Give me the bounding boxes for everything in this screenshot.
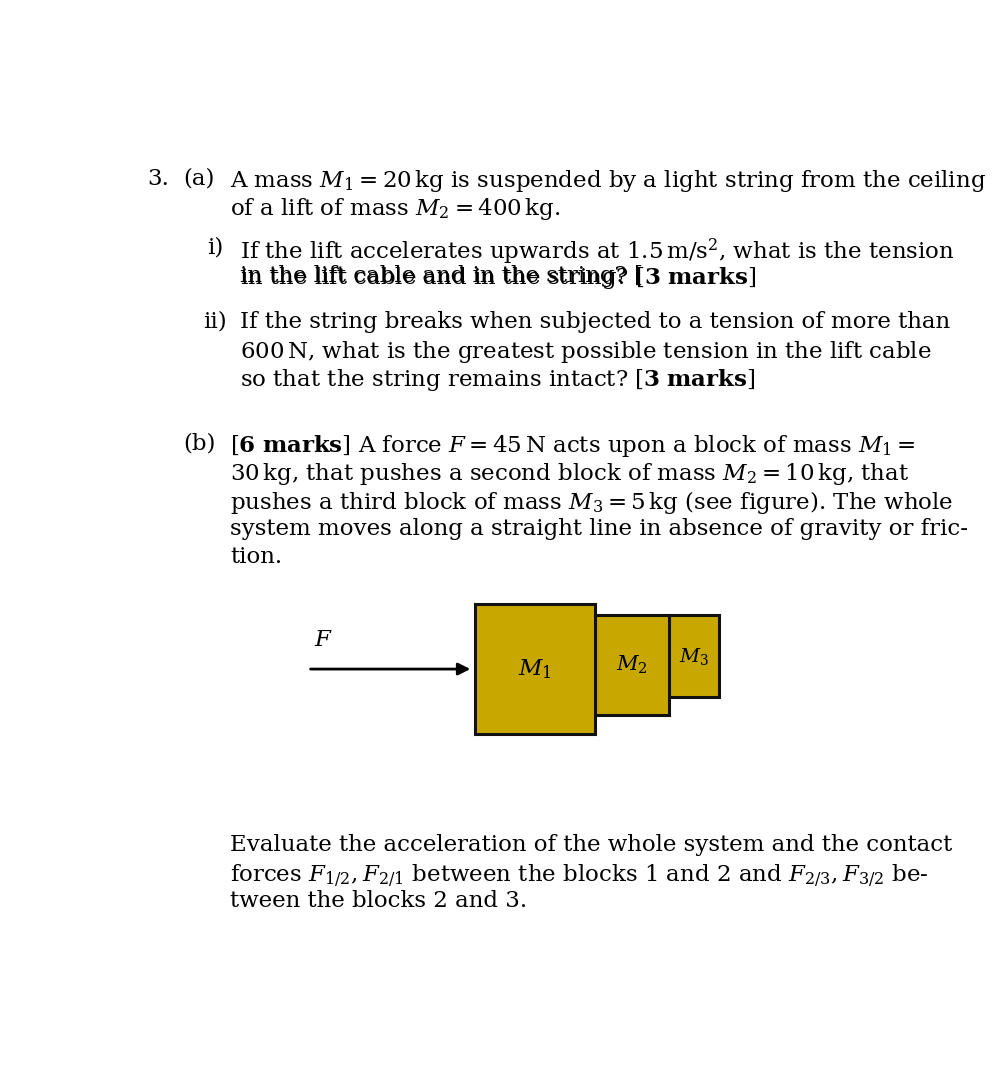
Text: A mass $M_1 = 20\,\mathrm{kg}$ is suspended by a light string from the ceiling: A mass $M_1 = 20\,\mathrm{kg}$ is suspen… <box>230 168 986 194</box>
Text: $M_1$: $M_1$ <box>518 658 552 681</box>
Text: forces $F_{1/2}, F_{2/1}$ between the blocks 1 and 2 and $F_{2/3}, F_{3/2}$ be-: forces $F_{1/2}, F_{2/1}$ between the bl… <box>230 863 929 889</box>
Bar <box>595 615 669 715</box>
Text: i): i) <box>206 237 223 258</box>
Text: If the lift accelerates upwards at $1.5\,\mathrm{m/s}^2$, what is the tension: If the lift accelerates upwards at $1.5\… <box>240 237 955 267</box>
Bar <box>475 604 595 733</box>
Text: (a): (a) <box>183 168 214 190</box>
Text: Evaluate the acceleration of the whole system and the contact: Evaluate the acceleration of the whole s… <box>230 833 952 856</box>
Text: $M_2$: $M_2$ <box>616 654 648 676</box>
Text: in the lift cable and in the string? [$\mathbf{3\ marks}$]: in the lift cable and in the string? [$\… <box>240 265 757 291</box>
Text: pushes a third block of mass $M_3 = 5\,\mathrm{kg}$ (see figure). The whole: pushes a third block of mass $M_3 = 5\,\… <box>230 489 954 516</box>
Text: $M_3$: $M_3$ <box>679 646 709 666</box>
Text: 3.: 3. <box>147 168 169 190</box>
Text: [$\mathbf{6\ marks}$] A force $F = 45\,\mathrm{N}$ acts upon a block of mass $M_: [$\mathbf{6\ marks}$] A force $F = 45\,\… <box>230 433 916 459</box>
Text: ii): ii) <box>202 310 226 333</box>
Text: $30\,\mathrm{kg}$, that pushes a second block of mass $M_2 = 10\,\mathrm{kg}$, t: $30\,\mathrm{kg}$, that pushes a second … <box>230 461 909 487</box>
Text: so that the string remains intact? [$\mathbf{3\ marks}$]: so that the string remains intact? [$\ma… <box>240 368 756 394</box>
Text: $600\,\mathrm{N}$, what is the greatest possible tension in the lift cable: $600\,\mathrm{N}$, what is the greatest … <box>240 339 932 365</box>
Text: tion.: tion. <box>230 546 283 569</box>
Text: system moves along a straight line in absence of gravity or fric-: system moves along a straight line in ab… <box>230 518 968 540</box>
Bar <box>669 615 719 697</box>
Text: $F$: $F$ <box>314 628 333 651</box>
Text: (b): (b) <box>183 433 215 455</box>
Text: tween the blocks 2 and 3.: tween the blocks 2 and 3. <box>230 891 527 912</box>
Text: of a lift of mass $M_2 = 400\,\mathrm{kg}$.: of a lift of mass $M_2 = 400\,\mathrm{kg… <box>230 196 560 222</box>
Text: If the string breaks when subjected to a tension of more than: If the string breaks when subjected to a… <box>240 310 950 333</box>
Text: in the lift cable and in the string? [: in the lift cable and in the string? [ <box>240 265 643 286</box>
